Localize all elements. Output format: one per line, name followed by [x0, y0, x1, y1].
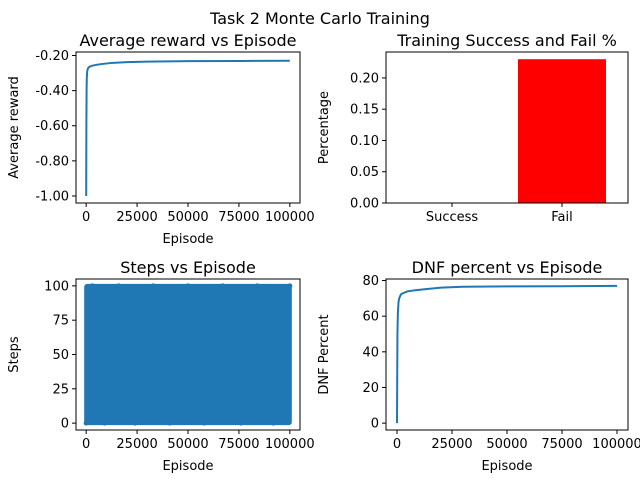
y-tick-label: 80	[362, 274, 379, 289]
y-axis-label: Average reward	[7, 76, 22, 179]
x-tick-label: 75000	[218, 210, 259, 225]
y-tick-label: -0.20	[35, 49, 69, 64]
x-tick-label: 25000	[116, 210, 157, 225]
axes-title: Training Success and Fail %	[396, 31, 617, 50]
y-tick-label: 50	[52, 348, 69, 363]
y-axis-label: DNF Percent	[317, 314, 332, 394]
subplot-dnf-percent: 0 25000 50000 75000 100000 0 20 40 60 80 DNF perce…	[317, 258, 640, 474]
scatter-point-cloud	[84, 283, 292, 426]
axes-title: Average reward vs Episode	[79, 31, 296, 50]
scatter-point	[167, 420, 173, 426]
y-tick-label: 100	[44, 279, 69, 294]
subplot-steps: 0 25000 50000 75000 100000 0 25 50 75 100 Steps vs…	[7, 258, 315, 474]
x-tick-label: 75000	[541, 437, 582, 452]
x-tick-label: 100000	[265, 437, 315, 452]
scatter-point	[287, 283, 293, 289]
series-line	[396, 284, 618, 424]
x-tick-label: Success	[426, 210, 479, 225]
scatter-point	[83, 420, 89, 426]
y-axis-label: Steps	[7, 336, 22, 373]
x-tick-label: 0	[82, 210, 90, 225]
y-tick-label: 40	[362, 345, 379, 360]
scatter-point	[89, 283, 95, 289]
y-tick-label: 0.15	[350, 103, 379, 118]
y-axis-label: Percentage	[317, 91, 332, 164]
y-tick-label: 0	[61, 417, 69, 432]
x-tick-label: 0	[393, 437, 401, 452]
y-tick-label: 20	[362, 381, 379, 396]
y-tick-label: 0.05	[350, 165, 379, 180]
y-tick-label: -0.60	[35, 119, 69, 134]
y-tick-label: 0	[371, 417, 379, 432]
scatter-point	[185, 283, 191, 289]
x-tick-label: 50000	[167, 210, 208, 225]
x-tick-label: 100000	[265, 210, 315, 225]
x-tick-label: 25000	[431, 437, 472, 452]
x-tick-label: 50000	[486, 437, 527, 452]
scatter-point	[116, 283, 122, 289]
x-tick-label: 0	[82, 437, 90, 452]
x-tick-label: 100000	[592, 437, 640, 452]
y-tick-label: 0.10	[350, 134, 379, 149]
figure-suptitle: Task 2 Monte Carlo Training	[209, 9, 430, 28]
scatter-point	[238, 420, 244, 426]
x-tick-label: 25000	[116, 437, 157, 452]
series-line	[85, 59, 290, 196]
bar-fail	[518, 59, 606, 203]
y-tick-label: -0.80	[35, 154, 69, 169]
scatter-point	[132, 420, 138, 426]
y-tick-label: -0.40	[35, 84, 69, 99]
axes-frame	[385, 51, 629, 204]
scatter-point	[254, 283, 260, 289]
subplot-success-fail: Success Fail 0.00 0.05 0.10 0.15 0.20 Training …	[317, 31, 629, 225]
y-tick-label: 25	[52, 382, 69, 397]
y-tick-label: -1.00	[35, 189, 69, 204]
x-tick-label: Fail	[551, 210, 572, 225]
y-tick-label: 60	[362, 310, 379, 325]
y-tick-label: 0.00	[350, 197, 379, 212]
x-axis-label: Episode	[162, 232, 213, 247]
axes-title: DNF percent vs Episode	[412, 258, 603, 277]
x-tick-label: 50000	[167, 437, 208, 452]
x-axis-label: Episode	[162, 459, 213, 474]
scatter-point	[271, 420, 277, 426]
subplot-average-reward: 0 25000 50000 75000 100000 -1.00 -0.80 -0.60 -0.…	[7, 31, 315, 247]
scatter-point	[150, 283, 156, 289]
scatter-point	[102, 420, 108, 426]
y-tick-label: 75	[52, 314, 69, 329]
x-axis-label: Episode	[481, 459, 532, 474]
y-tick-label: 0.20	[350, 71, 379, 86]
axes-title: Steps vs Episode	[120, 258, 256, 277]
scatter-point	[220, 283, 226, 289]
x-tick-label: 75000	[218, 437, 259, 452]
scatter-point	[201, 420, 207, 426]
